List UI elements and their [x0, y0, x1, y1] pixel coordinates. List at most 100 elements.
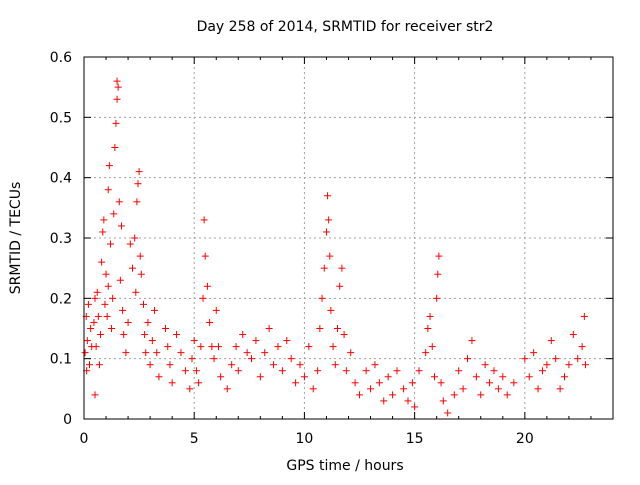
data-point: [81, 349, 89, 357]
data-point: [117, 222, 125, 230]
y-tick-label: 0.1: [50, 352, 72, 368]
data-point: [162, 325, 170, 332]
data-point: [362, 367, 370, 375]
y-axis-label: SRMTID / TECUs: [8, 182, 24, 295]
data-point: [309, 385, 317, 393]
data-point: [521, 355, 529, 363]
data-point: [153, 349, 161, 357]
data-point: [324, 192, 332, 200]
data-point: [108, 325, 116, 332]
data-point: [468, 337, 476, 345]
data-point: [101, 300, 109, 308]
data-point: [119, 306, 127, 314]
data-point: [481, 361, 489, 369]
y-tick-label: 0: [63, 412, 72, 428]
data-point: [98, 258, 106, 266]
data-point: [580, 312, 588, 320]
data-points: [81, 77, 589, 417]
data-point: [305, 343, 313, 351]
data-point: [274, 343, 282, 351]
data-point: [318, 294, 326, 302]
data-point: [135, 168, 143, 176]
data-point: [455, 367, 463, 375]
y-tick-label: 0.2: [50, 291, 72, 307]
data-point: [111, 144, 119, 151]
data-point: [351, 379, 359, 387]
data-point: [490, 367, 498, 375]
data-point: [208, 343, 216, 351]
data-point: [94, 312, 102, 320]
data-point: [199, 294, 207, 302]
data-point: [326, 252, 334, 260]
data-point: [102, 270, 110, 278]
data-point: [141, 331, 149, 339]
data-point: [212, 306, 220, 314]
data-point: [296, 361, 304, 369]
data-point: [400, 385, 408, 393]
data-point: [105, 162, 113, 170]
axis-tick-labels: 0 5 10 15 20 0 0.1 0.2 0.3 0.4 0.5 0.6: [50, 50, 534, 447]
data-point: [424, 325, 432, 332]
x-tick-label: 10: [296, 431, 314, 447]
data-point: [578, 343, 586, 351]
data-point: [408, 379, 416, 387]
data-point: [84, 300, 92, 308]
data-point: [331, 361, 339, 369]
data-point: [168, 379, 176, 387]
data-point: [232, 343, 240, 351]
data-point: [252, 337, 260, 345]
data-point: [190, 337, 198, 345]
data-point: [450, 391, 458, 399]
data-point: [329, 343, 337, 351]
data-point: [192, 367, 200, 375]
data-point: [239, 331, 247, 339]
data-point: [356, 391, 364, 399]
data-point: [181, 367, 189, 375]
data-point: [248, 355, 256, 363]
x-axis-label: GPS time / hours: [286, 458, 403, 474]
data-point: [106, 240, 114, 248]
data-point: [103, 312, 111, 320]
data-point: [556, 385, 564, 393]
data-point: [113, 77, 121, 85]
data-point: [265, 325, 273, 332]
data-point: [234, 367, 242, 375]
data-point: [214, 343, 222, 351]
data-point: [206, 318, 214, 326]
data-point: [228, 361, 236, 369]
data-point: [142, 349, 150, 357]
chart-title: Day 258 of 2014, SRMTID for receiver str…: [197, 19, 494, 35]
data-point: [126, 240, 134, 248]
data-point: [104, 186, 112, 194]
data-point: [565, 361, 573, 369]
data-point: [201, 252, 209, 260]
data-point: [327, 306, 335, 314]
data-point: [415, 367, 423, 375]
x-tick-label: 5: [190, 431, 199, 447]
data-point: [430, 373, 438, 381]
data-point: [278, 367, 286, 375]
data-point: [404, 397, 412, 405]
data-point: [347, 349, 355, 357]
data-point: [261, 349, 269, 357]
data-point: [177, 349, 185, 357]
data-point: [371, 361, 379, 369]
data-point: [380, 397, 388, 405]
axis-ticks: [83, 56, 614, 420]
data-point: [83, 337, 91, 345]
data-point: [342, 367, 350, 375]
data-point: [124, 318, 132, 326]
data-point: [136, 252, 144, 260]
data-point: [435, 252, 443, 260]
data-point: [316, 325, 324, 332]
data-point: [92, 343, 100, 351]
data-point: [116, 276, 124, 284]
data-point: [464, 355, 472, 363]
data-point: [115, 198, 123, 206]
data-point: [137, 270, 145, 278]
y-tick-label: 0.3: [50, 231, 72, 247]
data-point: [146, 361, 154, 369]
data-point: [131, 234, 139, 242]
